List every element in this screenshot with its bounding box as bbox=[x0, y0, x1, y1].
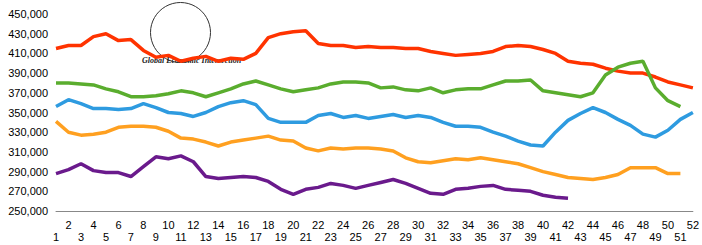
svg-text:23: 23 bbox=[325, 231, 337, 243]
svg-text:11: 11 bbox=[175, 231, 186, 243]
svg-text:48: 48 bbox=[637, 219, 649, 231]
svg-text:16: 16 bbox=[237, 219, 249, 231]
svg-text:370,000: 370,000 bbox=[8, 87, 48, 99]
svg-text:28: 28 bbox=[387, 219, 399, 231]
svg-text:29: 29 bbox=[400, 231, 412, 243]
svg-text:9: 9 bbox=[153, 231, 159, 243]
svg-text:49: 49 bbox=[649, 231, 661, 243]
svg-text:37: 37 bbox=[499, 231, 511, 243]
svg-text:Global Economic Intersection: Global Economic Intersection bbox=[142, 55, 242, 65]
svg-text:47: 47 bbox=[624, 231, 636, 243]
svg-text:24: 24 bbox=[337, 219, 349, 231]
svg-text:30: 30 bbox=[412, 219, 424, 231]
svg-text:290,000: 290,000 bbox=[8, 166, 48, 178]
svg-text:350,000: 350,000 bbox=[8, 107, 48, 119]
svg-text:7: 7 bbox=[128, 231, 134, 243]
svg-text:52: 52 bbox=[687, 219, 699, 231]
svg-text:10: 10 bbox=[162, 219, 174, 231]
svg-text:43: 43 bbox=[574, 231, 586, 243]
svg-text:40: 40 bbox=[537, 219, 549, 231]
svg-text:270,000: 270,000 bbox=[8, 185, 48, 197]
svg-text:410,000: 410,000 bbox=[8, 47, 48, 59]
svg-text:34: 34 bbox=[462, 219, 474, 231]
svg-text:46: 46 bbox=[612, 219, 624, 231]
svg-text:5: 5 bbox=[103, 231, 109, 243]
svg-text:26: 26 bbox=[362, 219, 374, 231]
svg-text:330,000: 330,000 bbox=[8, 126, 48, 138]
svg-text:12: 12 bbox=[187, 219, 199, 231]
svg-text:31: 31 bbox=[425, 231, 437, 243]
svg-text:17: 17 bbox=[250, 231, 262, 243]
svg-text:42: 42 bbox=[562, 219, 574, 231]
svg-text:51: 51 bbox=[674, 231, 686, 243]
svg-text:4: 4 bbox=[90, 219, 96, 231]
svg-text:6: 6 bbox=[115, 219, 121, 231]
svg-text:390,000: 390,000 bbox=[8, 67, 48, 79]
svg-text:39: 39 bbox=[524, 231, 536, 243]
svg-text:33: 33 bbox=[449, 231, 461, 243]
svg-text:41: 41 bbox=[549, 231, 561, 243]
svg-text:310,000: 310,000 bbox=[8, 146, 48, 158]
svg-text:2: 2 bbox=[65, 219, 71, 231]
svg-text:27: 27 bbox=[375, 231, 387, 243]
svg-text:22: 22 bbox=[312, 219, 324, 231]
svg-text:38: 38 bbox=[512, 219, 524, 231]
svg-text:32: 32 bbox=[437, 219, 449, 231]
svg-text:19: 19 bbox=[275, 231, 287, 243]
svg-text:8: 8 bbox=[140, 219, 146, 231]
svg-text:25: 25 bbox=[350, 231, 362, 243]
svg-text:3: 3 bbox=[78, 231, 84, 243]
svg-text:35: 35 bbox=[474, 231, 486, 243]
svg-text:21: 21 bbox=[300, 231, 312, 243]
svg-text:50: 50 bbox=[662, 219, 674, 231]
svg-text:430,000: 430,000 bbox=[8, 28, 48, 40]
svg-text:14: 14 bbox=[212, 219, 224, 231]
svg-text:13: 13 bbox=[200, 231, 212, 243]
svg-text:45: 45 bbox=[599, 231, 611, 243]
svg-text:15: 15 bbox=[225, 231, 237, 243]
svg-text:1: 1 bbox=[53, 231, 59, 243]
svg-text:18: 18 bbox=[262, 219, 274, 231]
svg-text:250,000: 250,000 bbox=[8, 205, 48, 217]
svg-text:36: 36 bbox=[487, 219, 499, 231]
svg-text:450,000: 450,000 bbox=[8, 8, 48, 20]
svg-text:20: 20 bbox=[287, 219, 299, 231]
svg-text:44: 44 bbox=[587, 219, 599, 231]
